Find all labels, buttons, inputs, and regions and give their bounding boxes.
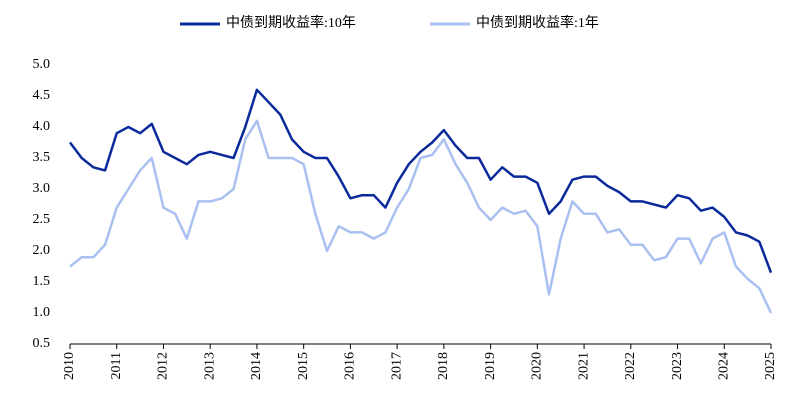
y-tick-label: 3.0 xyxy=(33,181,51,196)
x-tick-label: 2019 xyxy=(483,352,498,380)
x-tick-label: 2013 xyxy=(202,352,217,380)
x-tick-label: 2023 xyxy=(670,352,685,380)
y-tick-label: 5.0 xyxy=(33,57,51,72)
legend-label: 中债到期收益率:10年 xyxy=(226,14,356,31)
x-tick-label: 2010 xyxy=(62,352,77,380)
y-tick-label: 0.5 xyxy=(33,336,51,351)
x-tick-label: 2024 xyxy=(716,352,731,380)
x-tick-label: 2018 xyxy=(436,352,451,380)
x-tick-label: 2016 xyxy=(343,352,358,380)
x-tick-label: 2014 xyxy=(249,352,264,380)
line-series xyxy=(69,119,773,314)
y-tick-label: 1.0 xyxy=(33,305,51,320)
x-tick-label: 2020 xyxy=(530,352,545,380)
y-tick-label: 2.0 xyxy=(33,243,51,258)
y-tick-label: 1.5 xyxy=(33,274,51,289)
line-series xyxy=(69,88,773,274)
x-tick-label: 2011 xyxy=(109,352,124,379)
y-tick-label: 4.0 xyxy=(33,119,51,134)
x-tick-label: 2021 xyxy=(576,352,591,380)
x-tick-label: 2022 xyxy=(623,352,638,380)
y-tick-label: 2.5 xyxy=(33,212,51,227)
legend-label: 中债到期收益率:1年 xyxy=(476,14,599,31)
y-tick-label: 4.5 xyxy=(33,88,51,103)
x-tick-label: 2015 xyxy=(296,352,311,380)
x-tick-label: 2017 xyxy=(389,352,404,380)
y-tick-label: 3.5 xyxy=(33,150,51,165)
x-tick-label: 2025 xyxy=(763,352,778,380)
x-tick-label: 2012 xyxy=(156,352,171,380)
